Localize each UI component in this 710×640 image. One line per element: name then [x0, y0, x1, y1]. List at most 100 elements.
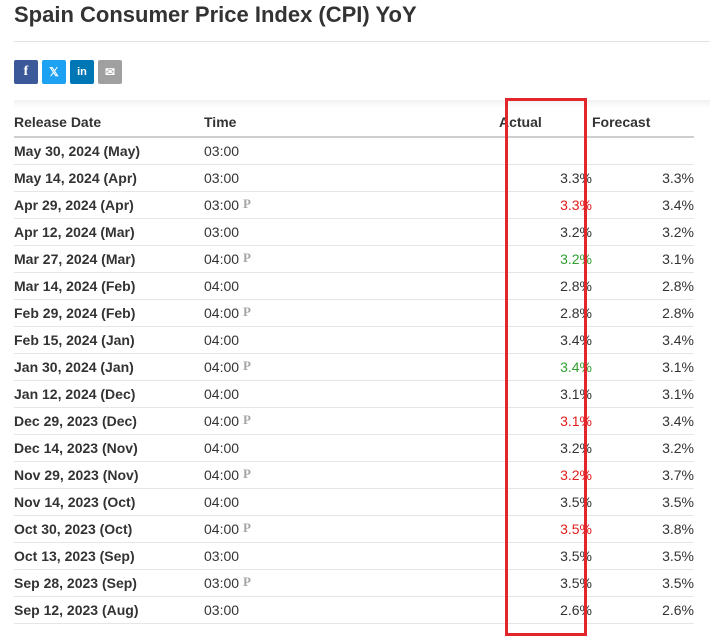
- table-body: May 30, 2024 (May) 03:00 May 14, 2024 (Apr…: [14, 137, 694, 624]
- time-value: 03:00: [204, 170, 240, 186]
- table-row: Feb 29, 2024 (Feb) 04:00 P 2.8% 2.8%: [14, 299, 694, 327]
- time-cell: 04:00: [204, 272, 499, 300]
- release-date-cell: Mar 14, 2024 (Feb): [14, 272, 204, 300]
- table-row: Nov 29, 2023 (Nov) 04:00 P 3.2% 3.7%: [14, 461, 694, 489]
- release-date-cell: Oct 30, 2023 (Oct): [14, 515, 204, 543]
- preliminary-icon[interactable]: P: [243, 411, 251, 427]
- time-cell: 04:00 P: [204, 245, 499, 273]
- time-value: 04:00: [204, 278, 240, 294]
- time-cell: 04:00 P: [204, 407, 499, 435]
- time-value: 03:00: [204, 224, 240, 240]
- actual-value-cell: [499, 137, 592, 165]
- forecast-value-cell: 2.6%: [592, 596, 694, 624]
- release-date-cell: Jan 12, 2024 (Dec): [14, 380, 204, 408]
- forecast-value-cell: 3.7%: [592, 461, 694, 489]
- table-header-row: Release Date Time Actual Forecast: [14, 108, 694, 138]
- release-date-cell: Dec 14, 2023 (Nov): [14, 434, 204, 462]
- forecast-value-cell: 3.2%: [592, 434, 694, 462]
- table-row: Apr 29, 2024 (Apr) 03:00 P 3.3% 3.4%: [14, 191, 694, 219]
- table-row: Sep 28, 2023 (Sep) 03:00 P 3.5% 3.5%: [14, 569, 694, 597]
- table-row: Apr 12, 2024 (Mar) 03:00 3.2% 3.2%: [14, 218, 694, 246]
- actual-value-cell: 3.4%: [499, 353, 592, 381]
- release-date-cell: Mar 27, 2024 (Mar): [14, 245, 204, 273]
- time-value: 03:00: [204, 574, 240, 591]
- email-share-icon[interactable]: ✉: [98, 60, 122, 84]
- actual-value-cell: 3.2%: [499, 434, 592, 462]
- share-bar: f 𝕏 in ✉: [14, 60, 122, 84]
- release-date-cell: Apr 29, 2024 (Apr): [14, 191, 204, 219]
- forecast-value-cell: 3.2%: [592, 218, 694, 246]
- time-cell: 03:00: [204, 137, 499, 165]
- actual-value-cell: 2.8%: [499, 299, 592, 327]
- header-actual[interactable]: Actual: [499, 108, 592, 138]
- preliminary-icon[interactable]: P: [243, 465, 251, 481]
- preliminary-icon[interactable]: P: [243, 573, 251, 589]
- time-cell: 04:00 P: [204, 299, 499, 327]
- linkedin-share-icon[interactable]: in: [70, 60, 94, 84]
- forecast-value-cell: 3.4%: [592, 407, 694, 435]
- preliminary-icon[interactable]: P: [243, 249, 251, 265]
- time-cell: 04:00: [204, 326, 499, 354]
- table-row: Jan 30, 2024 (Jan) 04:00 P 3.4% 3.1%: [14, 353, 694, 381]
- table-row: May 30, 2024 (May) 03:00: [14, 137, 694, 165]
- actual-value-cell: 3.2%: [499, 245, 592, 273]
- actual-value-cell: 3.1%: [499, 407, 592, 435]
- time-value: 04:00: [204, 466, 240, 483]
- forecast-value-cell: 2.8%: [592, 299, 694, 327]
- table-row: Mar 14, 2024 (Feb) 04:00 2.8% 2.8%: [14, 272, 694, 300]
- time-value: 04:00: [204, 304, 240, 321]
- table-row: Dec 14, 2023 (Nov) 04:00 3.2% 3.2%: [14, 434, 694, 462]
- facebook-share-icon[interactable]: f: [14, 60, 38, 84]
- time-value: 03:00: [204, 196, 240, 213]
- actual-value-cell: 3.5%: [499, 515, 592, 543]
- release-date-cell: Nov 29, 2023 (Nov): [14, 461, 204, 489]
- table-row: Oct 13, 2023 (Sep) 03:00 3.5% 3.5%: [14, 542, 694, 570]
- time-cell: 04:00 P: [204, 461, 499, 489]
- time-cell: 03:00 P: [204, 191, 499, 219]
- release-date-cell: Sep 28, 2023 (Sep): [14, 569, 204, 597]
- actual-value-cell: 2.6%: [499, 596, 592, 624]
- time-value: 03:00: [204, 548, 240, 564]
- release-date-cell: Sep 12, 2023 (Aug): [14, 596, 204, 624]
- actual-value-cell: 3.3%: [499, 191, 592, 219]
- table-row: Oct 30, 2023 (Oct) 04:00 P 3.5% 3.8%: [14, 515, 694, 543]
- actual-value-cell: 3.1%: [499, 380, 592, 408]
- header-time[interactable]: Time: [204, 108, 499, 138]
- table-row: Jan 12, 2024 (Dec) 04:00 3.1% 3.1%: [14, 380, 694, 408]
- time-value: 04:00: [204, 412, 240, 429]
- header-release-date[interactable]: Release Date: [14, 108, 204, 138]
- time-cell: 03:00 P: [204, 569, 499, 597]
- forecast-value-cell: 3.3%: [592, 164, 694, 192]
- table-row: Dec 29, 2023 (Dec) 04:00 P 3.1% 3.4%: [14, 407, 694, 435]
- release-date-cell: Feb 29, 2024 (Feb): [14, 299, 204, 327]
- twitter-share-icon[interactable]: 𝕏: [42, 60, 66, 84]
- release-date-cell: Apr 12, 2024 (Mar): [14, 218, 204, 246]
- time-value: 04:00: [204, 250, 240, 267]
- forecast-value-cell: 3.1%: [592, 245, 694, 273]
- actual-value-cell: 3.2%: [499, 461, 592, 489]
- forecast-value-cell: 2.8%: [592, 272, 694, 300]
- forecast-value-cell: 3.5%: [592, 542, 694, 570]
- preliminary-icon[interactable]: P: [243, 195, 251, 211]
- preliminary-icon[interactable]: P: [243, 519, 251, 535]
- forecast-value-cell: 3.4%: [592, 191, 694, 219]
- time-cell: 03:00: [204, 542, 499, 570]
- time-cell: 03:00: [204, 596, 499, 624]
- time-value: 04:00: [204, 386, 240, 402]
- table-row: May 14, 2024 (Apr) 03:00 3.3% 3.3%: [14, 164, 694, 192]
- actual-value-cell: 3.2%: [499, 218, 592, 246]
- title-divider: [14, 41, 710, 42]
- forecast-value-cell: 3.5%: [592, 569, 694, 597]
- time-cell: 04:00: [204, 434, 499, 462]
- time-cell: 03:00: [204, 218, 499, 246]
- time-cell: 04:00 P: [204, 515, 499, 543]
- time-cell: 04:00 P: [204, 353, 499, 381]
- time-value: 04:00: [204, 332, 240, 348]
- forecast-value-cell: 3.5%: [592, 488, 694, 516]
- page-title: Spain Consumer Price Index (CPI) YoY: [14, 2, 417, 27]
- header-forecast[interactable]: Forecast: [592, 108, 694, 138]
- release-date-cell: Nov 14, 2023 (Oct): [14, 488, 204, 516]
- forecast-value-cell: 3.1%: [592, 380, 694, 408]
- preliminary-icon[interactable]: P: [243, 303, 251, 319]
- preliminary-icon[interactable]: P: [243, 357, 251, 373]
